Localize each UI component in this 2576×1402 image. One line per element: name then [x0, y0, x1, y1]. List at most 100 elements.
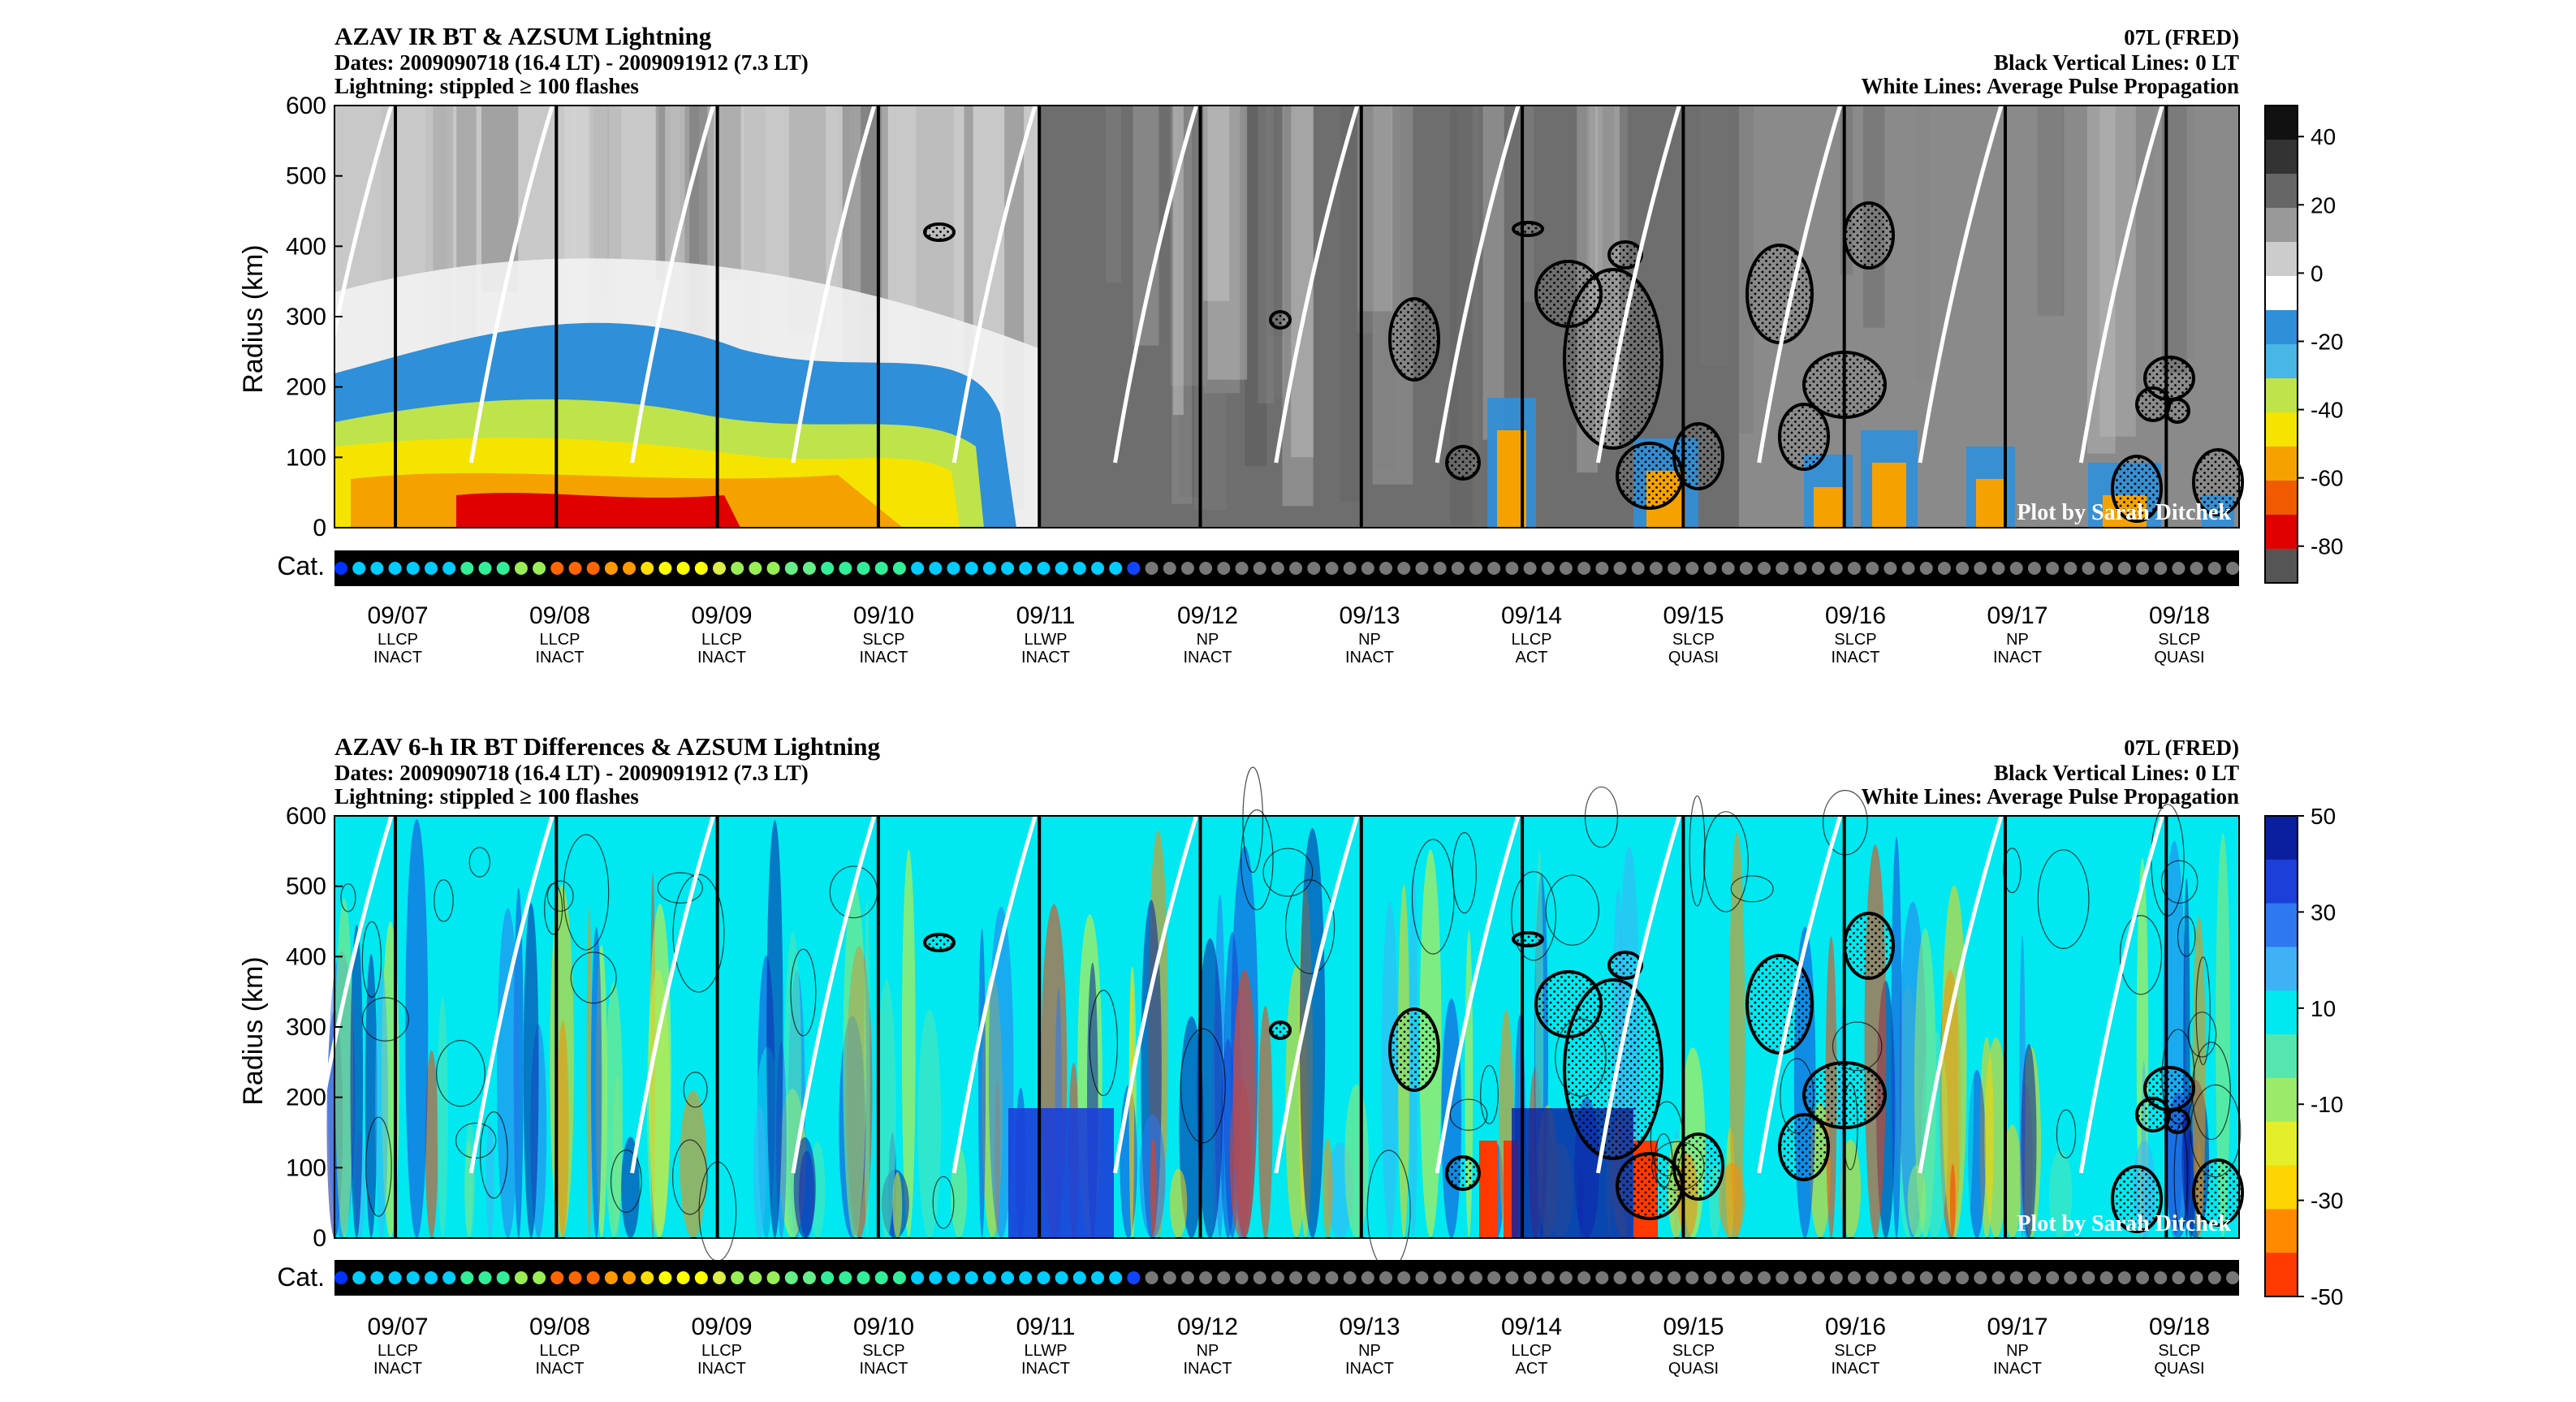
- panel-lightning-note: Lightning: stippled ≥ 100 flashes: [334, 74, 639, 98]
- y-tick-label: 400: [286, 943, 326, 970]
- category-dot: [370, 562, 384, 575]
- category-dot: [2027, 562, 2041, 575]
- field-streak: [1258, 1006, 1273, 1238]
- x-tick-type: SLCP: [862, 1342, 904, 1360]
- category-dot: [1721, 1271, 1735, 1284]
- pulse-propagation-line: [1435, 105, 1521, 464]
- field-streak: [1268, 106, 1295, 337]
- colorbar-segment: [2265, 990, 2298, 1035]
- field-streak: [590, 926, 602, 1238]
- y-tick-label: 0: [313, 1225, 326, 1252]
- y-axis-ticks: 0 100 200 300 400 500 600: [286, 803, 343, 1252]
- x-tick-date: 09/12: [1177, 602, 1238, 629]
- colorbar-segment: [2265, 276, 2298, 311]
- y-axis-label: Radius (km): [238, 244, 269, 393]
- category-dot: [982, 562, 996, 575]
- x-tick-state: QUASI: [2154, 1360, 2204, 1378]
- category-dot: [1991, 1271, 2005, 1284]
- colorbar-tick-label: -80: [2311, 534, 2343, 559]
- diff-contour: [1262, 848, 1314, 897]
- category-dot: [2009, 1271, 2023, 1284]
- category-dot: [1703, 562, 1717, 575]
- diff-contour: [546, 880, 574, 912]
- lightning-contour: [2135, 1097, 2171, 1132]
- category-dot: [1937, 562, 1951, 575]
- x-tick-type: LLCP: [701, 631, 742, 649]
- lightning-contour: [1607, 951, 1643, 980]
- pulse-propagation-line: [1113, 815, 1198, 1174]
- x-tick-type: LLCP: [378, 631, 418, 649]
- category-dot: [1469, 562, 1482, 575]
- category-dot: [2154, 562, 2168, 575]
- colorbar-segment: [2265, 446, 2298, 481]
- category-dot: [1343, 1271, 1357, 1284]
- pulse-propagation-line: [308, 105, 394, 464]
- category-dot: [1613, 562, 1627, 575]
- lightning-contour: [1745, 954, 1814, 1055]
- category-dot: [1001, 562, 1015, 575]
- category-dot: [496, 1271, 510, 1284]
- x-tick-state: INACT: [1021, 1360, 1070, 1378]
- category-dot: [1037, 562, 1051, 575]
- pulse-propagation-line: [308, 815, 394, 1174]
- field-streak: [1207, 106, 1248, 380]
- field-streak: [1949, 1163, 1956, 1238]
- category-dot: [1541, 562, 1555, 575]
- lightning-contour: [1745, 244, 1814, 344]
- diff-contour: [365, 1116, 392, 1217]
- lightning-contour: [2135, 386, 2171, 422]
- pulse-propagation-line: [630, 815, 715, 1174]
- category-dot: [1037, 1271, 1051, 1284]
- category-dot: [623, 562, 636, 575]
- white-lines-note: White Lines: Average Pulse Propagation: [1862, 74, 2239, 98]
- field-streak: [1922, 1029, 1948, 1239]
- category-dot: [2064, 562, 2078, 575]
- y-tick-label: 300: [286, 1014, 326, 1041]
- category-dot: [1072, 1271, 1086, 1284]
- category-dot: [1325, 562, 1339, 575]
- diff-contour: [436, 1040, 485, 1107]
- lightning-contour: [1445, 445, 1481, 481]
- y-axis-label: Radius (km): [238, 956, 269, 1105]
- category-dot: [911, 562, 925, 575]
- field-streak: [1589, 106, 1603, 317]
- category-dot: [2226, 562, 2239, 575]
- lightning-contour: [1269, 1020, 1292, 1040]
- category-dot: [1721, 562, 1735, 575]
- category-dot: [1019, 562, 1033, 575]
- x-tick-type: NP: [1197, 1342, 1219, 1360]
- category-dot: [1379, 562, 1393, 575]
- colorbar-segment: [2265, 1077, 2298, 1123]
- field-streak: [1456, 106, 1479, 472]
- colorbar-segment: [2265, 481, 2298, 516]
- x-tick-state: INACT: [1832, 649, 1880, 666]
- colorbar-segment: [2265, 412, 2298, 447]
- category-dot: [911, 1271, 925, 1284]
- category-dot: [2046, 1271, 2060, 1284]
- colorbar-segment: [2265, 1121, 2298, 1167]
- category-dot: [2190, 562, 2203, 575]
- lightning-contour: [923, 933, 956, 952]
- category-dot: [874, 562, 888, 575]
- category-dot: [1001, 1271, 1015, 1284]
- x-tick-state: QUASI: [2154, 649, 2204, 666]
- category-dot: [1415, 562, 1429, 575]
- category-dot: [694, 562, 708, 575]
- lightning-contour: [1388, 297, 1440, 382]
- category-dot: [749, 1271, 762, 1284]
- panel-lightning-note: Lightning: stippled ≥ 100 flashes: [334, 784, 639, 809]
- category-dot: [1180, 562, 1194, 575]
- diff-contour: [1511, 870, 1557, 961]
- category-dot: [1523, 1271, 1537, 1284]
- pulse-propagation-line: [1595, 815, 1681, 1174]
- diff-contour: [671, 1139, 708, 1215]
- pulse-propagation-line: [951, 105, 1038, 464]
- lightning-contour: [1512, 931, 1544, 947]
- field-streak: [1381, 900, 1399, 1238]
- colorbar-frame: [2264, 105, 2298, 584]
- category-dot: [641, 1271, 654, 1284]
- category-dot: [1145, 562, 1159, 575]
- diff-contour: [610, 1150, 642, 1213]
- x-tick-state: INACT: [1993, 1360, 2042, 1378]
- lightning-contour: [1616, 442, 1684, 510]
